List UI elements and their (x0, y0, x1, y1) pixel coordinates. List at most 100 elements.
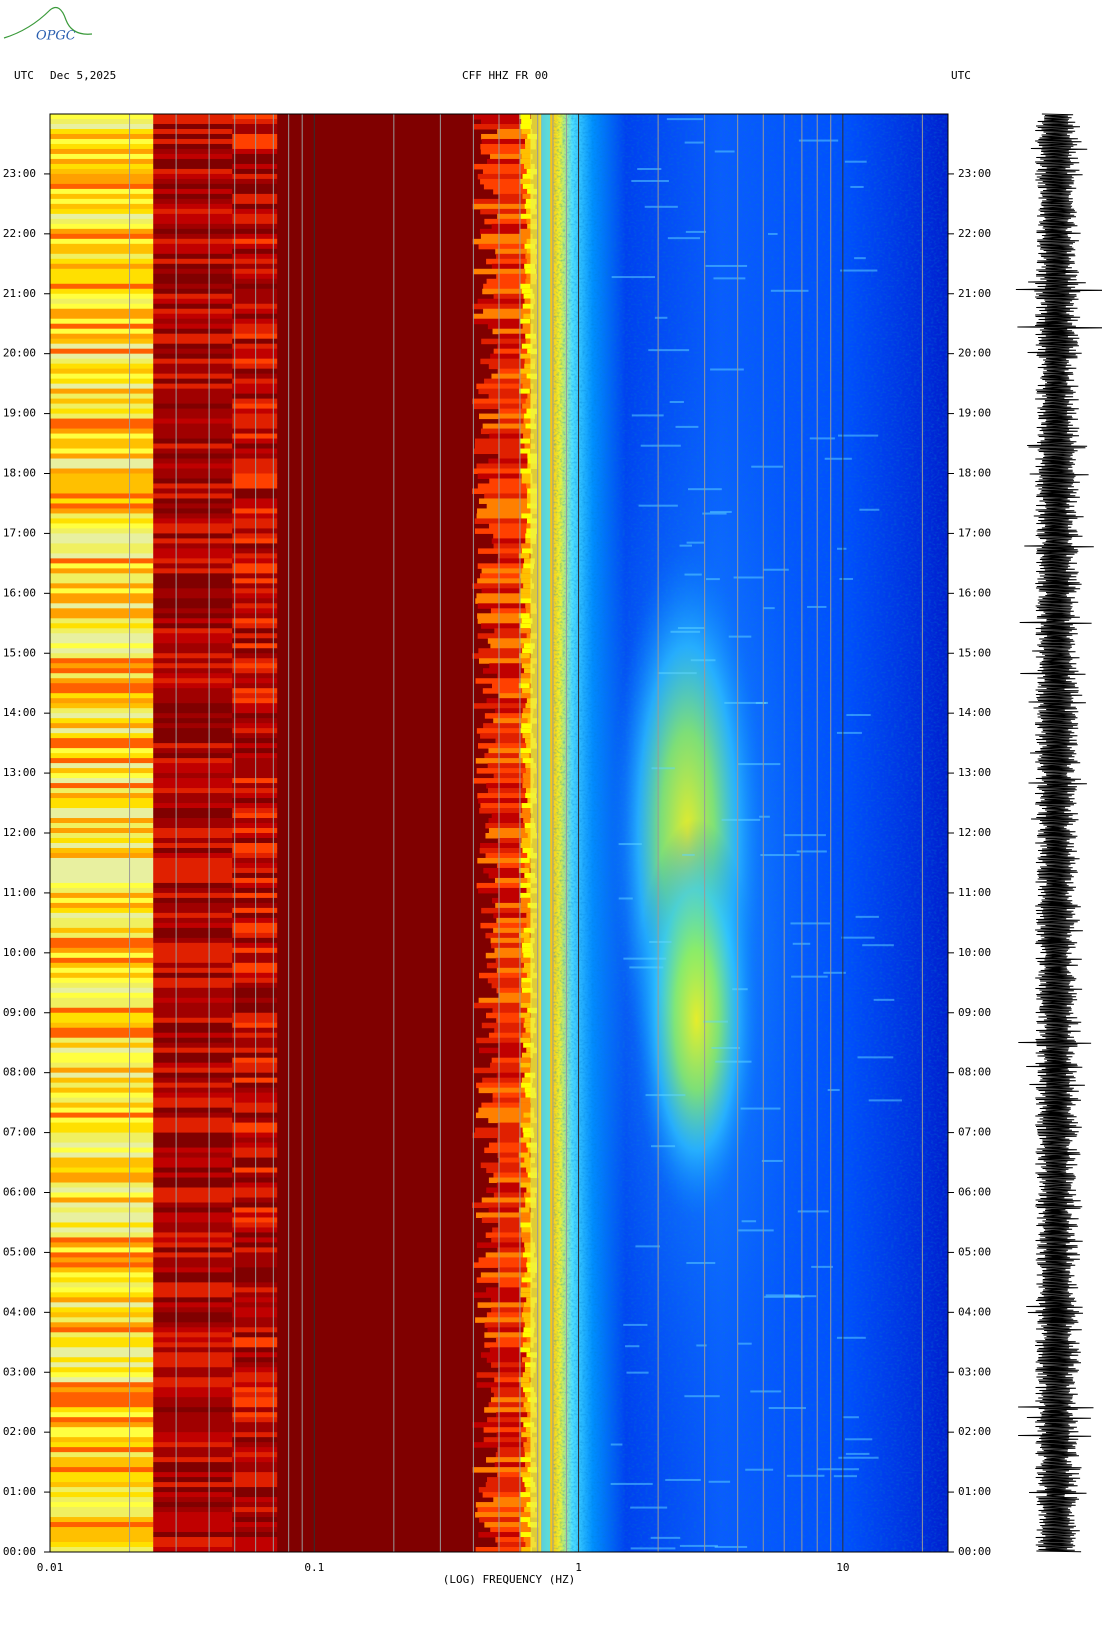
spectrogram-row (50, 308, 154, 315)
spectrogram-row (523, 1317, 535, 1323)
spectrogram-row (153, 927, 233, 934)
spectrogram-row (232, 593, 278, 599)
spectrogram-row (50, 1392, 154, 1398)
spectrogram-streak (675, 425, 699, 428)
spectrogram-row (50, 917, 154, 924)
spectrogram-row (153, 278, 233, 285)
spectrogram-streak (844, 160, 867, 163)
spectrogram-row (153, 758, 233, 764)
spectrogram-row (521, 837, 533, 844)
spectrogram-row (232, 1032, 278, 1039)
spectrogram-row (50, 1457, 154, 1463)
spectrogram-row (232, 278, 278, 285)
spectrogram-row (524, 1302, 535, 1308)
spectrogram-row (50, 882, 154, 889)
spectrogram-row (524, 1242, 535, 1248)
spectrogram-row (153, 158, 233, 165)
spectrogram-streak (665, 1478, 701, 1481)
spectrogram-row (232, 218, 278, 225)
spectrogram-row (232, 753, 278, 759)
spectrogram-row (484, 753, 531, 759)
spectrogram-row (232, 1302, 278, 1308)
spectrogram-row (478, 798, 531, 804)
spectrogram-row (50, 1012, 154, 1019)
spectrogram-row (522, 783, 534, 789)
spectrogram-row (50, 648, 154, 654)
spectrogram-row (486, 962, 531, 969)
spectrogram-row (232, 383, 278, 390)
spectrogram-row (50, 183, 154, 190)
spectrogram-row (50, 503, 154, 509)
spectrogram-row (496, 1337, 531, 1343)
spectrogram-row (153, 1312, 233, 1318)
spectrogram-row (153, 1337, 233, 1343)
spectrogram-row (524, 138, 536, 145)
spectrogram-row (50, 453, 154, 460)
spectrogram-row (232, 872, 278, 879)
spectrogram-row (490, 353, 531, 360)
spectrogram-row (50, 228, 154, 235)
spectrogram-row (232, 1172, 278, 1179)
spectrogram-row (153, 328, 233, 335)
spectrogram-row (232, 1012, 278, 1019)
spectrogram-row (520, 1382, 532, 1388)
spectrogram-row (523, 1537, 535, 1543)
spectrogram-streak (610, 1443, 623, 1446)
spectrogram-row (476, 1372, 531, 1378)
spectrogram-row (50, 1412, 154, 1418)
spectrogram-row (521, 1277, 533, 1283)
waveform-trace (1015, 113, 1102, 1553)
y-tick-label: 05:00 (3, 1245, 36, 1258)
spectrogram-row (232, 1372, 278, 1378)
spectrogram-row (520, 1457, 531, 1463)
spectrogram-row (232, 917, 278, 924)
spectrogram-row (472, 238, 531, 245)
spectrogram-row (153, 138, 233, 145)
spectrogram-row (521, 713, 533, 719)
logo: OPGC (36, 29, 76, 44)
spectrogram-row (524, 1322, 536, 1328)
spectrogram-row (232, 1232, 278, 1238)
spectrogram-streak (845, 1452, 870, 1455)
spectrogram-row (521, 1052, 533, 1059)
spectrogram-row (153, 498, 233, 504)
spectrogram-row (153, 223, 233, 230)
spectrogram-row (232, 1277, 278, 1283)
y-tick-label-right: 01:00 (958, 1485, 991, 1498)
spectrogram-streak (733, 576, 765, 579)
spectrogram-row (50, 368, 154, 375)
spectrogram-row (479, 847, 531, 854)
spectrogram-row (50, 1172, 154, 1179)
spectrogram-row (524, 1247, 536, 1253)
spectrogram-row (153, 1227, 233, 1233)
spectrogram-row (519, 388, 530, 395)
spectrogram-row (50, 1262, 154, 1268)
spectrogram-row (153, 1417, 233, 1423)
spectrogram-row (232, 1437, 278, 1443)
spectrogram-row (50, 1337, 154, 1343)
spectrogram-row (153, 738, 233, 744)
spectrogram-row (490, 643, 531, 649)
spectrogram-row (153, 408, 233, 415)
spectrogram-streak (737, 763, 781, 766)
spectrogram-row (153, 538, 233, 544)
spectrogram-row (480, 148, 531, 155)
spectrogram-row (50, 1247, 154, 1253)
spectrogram-row (153, 718, 233, 724)
spectrogram-row (232, 842, 278, 849)
spectrogram-row (519, 573, 531, 579)
spectrogram-row (520, 1097, 531, 1104)
spectrogram-row (518, 932, 530, 939)
spectrogram-row (232, 1472, 278, 1478)
spectrogram-streak (750, 1390, 782, 1393)
spectrogram-row (524, 1072, 536, 1079)
spectrogram-row (153, 623, 233, 629)
spectrogram-row (232, 1242, 278, 1248)
spectrogram-streak (765, 1294, 800, 1297)
spectrogram-row (480, 233, 531, 240)
spectrogram-row (232, 118, 278, 125)
spectrogram-row (522, 1342, 534, 1348)
spectrogram-row (232, 1197, 278, 1203)
spectrogram-row (153, 1292, 233, 1298)
spectrogram-row (523, 163, 535, 170)
